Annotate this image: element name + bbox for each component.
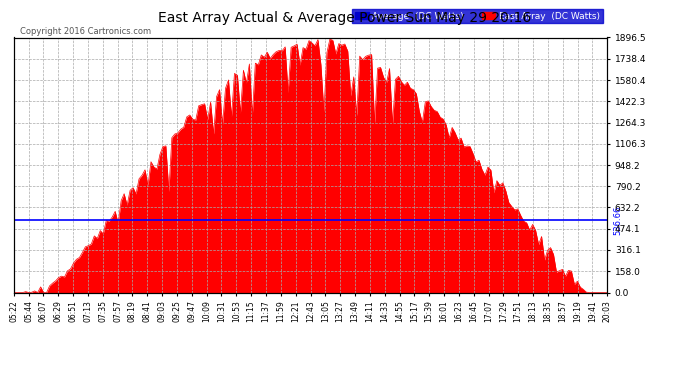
Text: East Array Actual & Average Power Sun May 29 20:16: East Array Actual & Average Power Sun Ma… (159, 11, 531, 25)
Text: Copyright 2016 Cartronics.com: Copyright 2016 Cartronics.com (20, 27, 151, 36)
Legend: Average  (DC Watts), East Array  (DC Watts): Average (DC Watts), East Array (DC Watts… (353, 9, 602, 23)
Text: 536.66: 536.66 (613, 206, 622, 235)
